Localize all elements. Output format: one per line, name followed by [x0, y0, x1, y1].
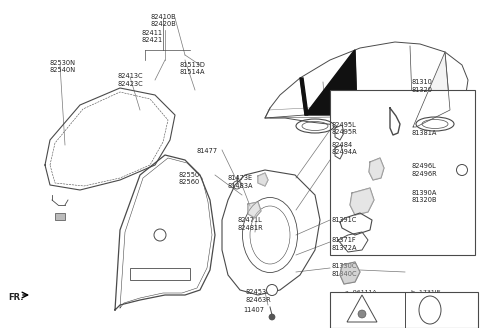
- Text: 82495L
82495R: 82495L 82495R: [331, 122, 357, 135]
- FancyBboxPatch shape: [55, 213, 65, 220]
- Text: 81391C: 81391C: [331, 217, 356, 223]
- Text: 82530N
82540N: 82530N 82540N: [50, 60, 76, 73]
- Polygon shape: [300, 78, 308, 115]
- Text: 81381A: 81381A: [412, 130, 437, 136]
- Circle shape: [154, 229, 166, 241]
- Text: a: a: [158, 233, 162, 237]
- Text: b: b: [270, 288, 274, 293]
- Text: 82413C
82423C: 82413C 82423C: [118, 73, 144, 87]
- FancyBboxPatch shape: [130, 268, 190, 280]
- Text: 81330C
81340C: 81330C 81340C: [331, 263, 357, 277]
- Text: 82484
82494A: 82484 82494A: [331, 142, 357, 155]
- Text: 11407: 11407: [243, 307, 264, 313]
- Text: 81513D
81514A: 81513D 81514A: [180, 62, 206, 75]
- Polygon shape: [369, 158, 384, 180]
- Polygon shape: [305, 50, 357, 115]
- Text: 81310
81320: 81310 81320: [412, 79, 433, 92]
- Circle shape: [269, 314, 275, 320]
- Circle shape: [266, 284, 277, 296]
- Text: 81477: 81477: [197, 148, 218, 154]
- Text: 82496L
82496R: 82496L 82496R: [412, 163, 438, 176]
- Polygon shape: [248, 202, 261, 218]
- Text: 82411
82421: 82411 82421: [142, 30, 163, 44]
- Text: 82410B
82420B: 82410B 82420B: [150, 14, 176, 28]
- Text: a  96111A: a 96111A: [345, 290, 377, 295]
- Circle shape: [456, 165, 468, 175]
- Polygon shape: [258, 173, 268, 186]
- Text: 82453L
82463R: 82453L 82463R: [246, 289, 272, 302]
- Text: 81371F
81372A: 81371F 81372A: [331, 237, 357, 251]
- Text: a: a: [460, 168, 464, 173]
- Text: 82550
82560: 82550 82560: [179, 172, 200, 186]
- Polygon shape: [340, 262, 360, 284]
- FancyBboxPatch shape: [330, 90, 475, 255]
- Text: REF.60-760: REF.60-760: [143, 273, 177, 277]
- Text: b  1731JE: b 1731JE: [411, 290, 441, 295]
- Polygon shape: [413, 52, 450, 127]
- Text: 81473E
81483A: 81473E 81483A: [228, 175, 253, 189]
- Text: 82471L
82481R: 82471L 82481R: [238, 217, 264, 231]
- Text: 81390A
81320B: 81390A 81320B: [412, 190, 437, 203]
- Polygon shape: [350, 188, 374, 215]
- Text: FR.: FR.: [8, 294, 24, 302]
- FancyBboxPatch shape: [330, 292, 478, 328]
- Circle shape: [358, 310, 366, 318]
